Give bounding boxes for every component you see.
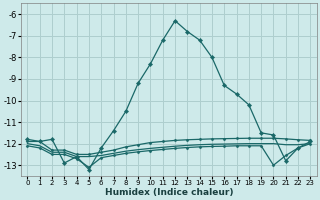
X-axis label: Humidex (Indice chaleur): Humidex (Indice chaleur) — [105, 188, 233, 197]
